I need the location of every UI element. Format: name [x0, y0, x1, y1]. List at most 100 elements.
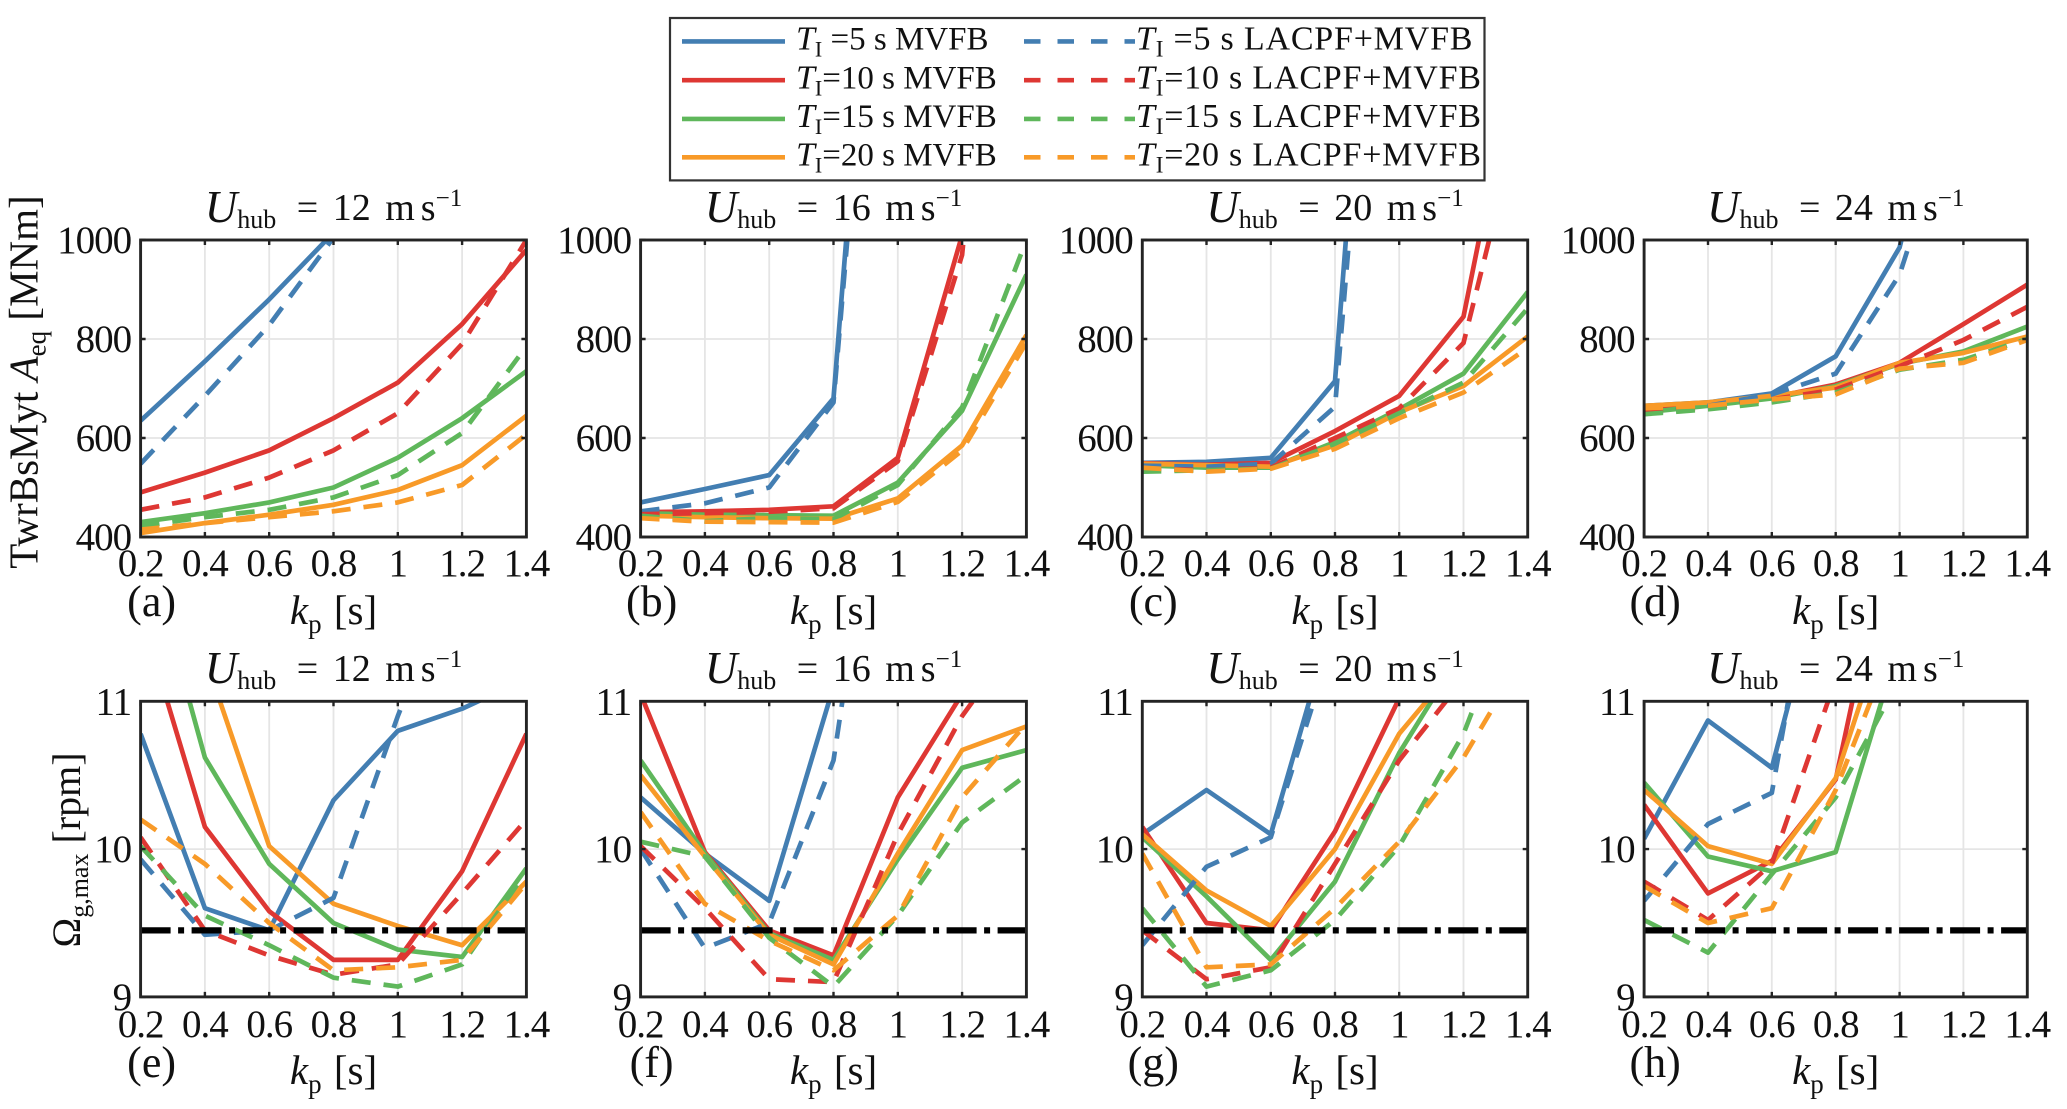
svg-text:0.2: 0.2: [118, 1003, 164, 1046]
svg-text:1.2: 1.2: [1441, 1003, 1487, 1046]
svg-text:1.2: 1.2: [439, 542, 485, 585]
svg-text:800: 800: [1077, 318, 1133, 361]
svg-text:(e): (e): [127, 1038, 176, 1087]
svg-text:1000: 1000: [1059, 219, 1134, 262]
svg-text:11: 11: [1599, 680, 1635, 723]
svg-text:0.6: 0.6: [746, 542, 792, 585]
svg-text:kp [s]: kp [s]: [790, 587, 877, 639]
svg-text:800: 800: [76, 318, 132, 361]
svg-text:(c): (c): [1129, 577, 1178, 626]
svg-text:600: 600: [576, 417, 632, 460]
svg-text:(h): (h): [1629, 1038, 1680, 1087]
svg-text:600: 600: [1077, 417, 1133, 460]
svg-text:TI =5 s MVFB: TI =5 s MVFB: [796, 21, 989, 62]
svg-text:TwrBsMyt Aeq [MNm]: TwrBsMyt Aeq [MNm]: [1, 195, 52, 568]
svg-text:1.4: 1.4: [1505, 1003, 1551, 1046]
svg-text:1.4: 1.4: [1004, 1003, 1050, 1046]
svg-text:0.4: 0.4: [1184, 542, 1230, 585]
svg-text:kp [s]: kp [s]: [1792, 1047, 1879, 1099]
svg-text:10: 10: [1598, 828, 1636, 871]
svg-text:TI=15 s LACPF+MVFB: TI=15 s LACPF+MVFB: [1136, 98, 1482, 139]
svg-text:(g): (g): [1128, 1038, 1179, 1087]
svg-text:9: 9: [1114, 976, 1133, 1019]
svg-text:0.8: 0.8: [1813, 1003, 1859, 1046]
svg-text:11: 11: [1097, 680, 1133, 723]
svg-text:0.6: 0.6: [1248, 542, 1294, 585]
svg-text:1.4: 1.4: [2004, 542, 2050, 585]
svg-text:0.2: 0.2: [1621, 1003, 1667, 1046]
svg-text:1.2: 1.2: [1941, 542, 1987, 585]
svg-text:1.2: 1.2: [439, 1003, 485, 1046]
svg-text:0.4: 0.4: [182, 542, 228, 585]
svg-text:400: 400: [576, 516, 632, 559]
svg-text:0.8: 0.8: [811, 542, 857, 585]
svg-text:0.8: 0.8: [311, 1003, 357, 1046]
svg-text:(a): (a): [127, 577, 176, 626]
svg-text:0.6: 0.6: [246, 542, 292, 585]
svg-text:1000: 1000: [1561, 219, 1636, 262]
svg-text:0.2: 0.2: [1119, 1003, 1165, 1046]
svg-text:600: 600: [1579, 417, 1635, 460]
svg-text:800: 800: [576, 318, 632, 361]
svg-text:Uhub = 24 ms−1: Uhub = 24 m s−1: [1707, 643, 1964, 695]
svg-text:1: 1: [889, 1003, 908, 1046]
svg-text:1: 1: [1890, 1003, 1909, 1046]
svg-text:0.4: 0.4: [1685, 1003, 1731, 1046]
svg-text:TI=10 s MVFB: TI=10 s MVFB: [796, 59, 997, 100]
svg-text:TI=15 s MVFB: TI=15 s MVFB: [796, 98, 997, 139]
svg-text:0.4: 0.4: [1184, 1003, 1230, 1046]
svg-text:1: 1: [1390, 542, 1409, 585]
svg-text:0.8: 0.8: [811, 1003, 857, 1046]
svg-text:Uhub = 16 ms−1: Uhub = 16 m s−1: [705, 182, 962, 234]
svg-text:0.2: 0.2: [1621, 542, 1667, 585]
svg-text:1.4: 1.4: [2004, 1003, 2050, 1046]
svg-text:1.4: 1.4: [1004, 542, 1050, 585]
svg-text:1.2: 1.2: [939, 1003, 985, 1046]
svg-text:0.2: 0.2: [1119, 542, 1165, 585]
svg-text:11: 11: [96, 680, 132, 723]
svg-text:9: 9: [613, 976, 632, 1019]
svg-text:TI=20 s MVFB: TI=20 s MVFB: [796, 137, 997, 178]
svg-text:0.6: 0.6: [746, 1003, 792, 1046]
svg-text:Uhub = 24 ms−1: Uhub = 24 m s−1: [1707, 182, 1964, 234]
svg-text:TI =5 s LACPF+MVFB: TI =5 s LACPF+MVFB: [1136, 21, 1473, 62]
svg-text:0.2: 0.2: [618, 1003, 664, 1046]
svg-text:1000: 1000: [57, 219, 132, 262]
svg-text:0.6: 0.6: [1749, 542, 1795, 585]
svg-text:1: 1: [889, 542, 908, 585]
svg-text:1: 1: [1390, 1003, 1409, 1046]
svg-text:400: 400: [1579, 516, 1635, 559]
svg-text:1.4: 1.4: [504, 1003, 550, 1046]
svg-text:9: 9: [113, 976, 132, 1019]
svg-text:10: 10: [94, 828, 132, 871]
svg-text:1.4: 1.4: [504, 542, 550, 585]
svg-text:kp [s]: kp [s]: [1792, 587, 1879, 639]
svg-text:0.8: 0.8: [1312, 542, 1358, 585]
svg-text:1.4: 1.4: [1505, 542, 1551, 585]
svg-text:(f): (f): [630, 1038, 674, 1087]
svg-text:10: 10: [1096, 828, 1134, 871]
svg-text:0.4: 0.4: [182, 1003, 228, 1046]
svg-text:11: 11: [596, 680, 632, 723]
svg-text:1.2: 1.2: [939, 542, 985, 585]
svg-text:0.8: 0.8: [1813, 542, 1859, 585]
svg-text:Uhub = 16 ms−1: Uhub = 16 m s−1: [705, 643, 962, 695]
svg-text:kp [s]: kp [s]: [1291, 587, 1378, 639]
svg-text:Uhub = 20 ms−1: Uhub = 20 m s−1: [1206, 643, 1463, 695]
svg-text:1.2: 1.2: [1941, 1003, 1987, 1046]
svg-text:Uhub = 12 ms−1: Uhub = 12 m s−1: [205, 643, 462, 695]
svg-text:kp [s]: kp [s]: [290, 587, 377, 639]
svg-text:TI=10 s LACPF+MVFB: TI=10 s LACPF+MVFB: [1136, 59, 1482, 100]
svg-text:0.4: 0.4: [1685, 542, 1731, 585]
svg-text:1.2: 1.2: [1441, 542, 1487, 585]
svg-text:Uhub = 12 ms−1: Uhub = 12 m s−1: [205, 182, 462, 234]
svg-text:kp [s]: kp [s]: [290, 1047, 377, 1099]
svg-text:0.8: 0.8: [311, 542, 357, 585]
svg-text:600: 600: [76, 417, 132, 460]
svg-text:0.4: 0.4: [682, 1003, 728, 1046]
svg-text:Ωg,max [rpm]: Ωg,max [rpm]: [44, 752, 94, 947]
svg-text:0.8: 0.8: [1312, 1003, 1358, 1046]
svg-text:0.6: 0.6: [1749, 1003, 1795, 1046]
svg-text:10: 10: [594, 828, 632, 871]
svg-text:0.2: 0.2: [118, 542, 164, 585]
